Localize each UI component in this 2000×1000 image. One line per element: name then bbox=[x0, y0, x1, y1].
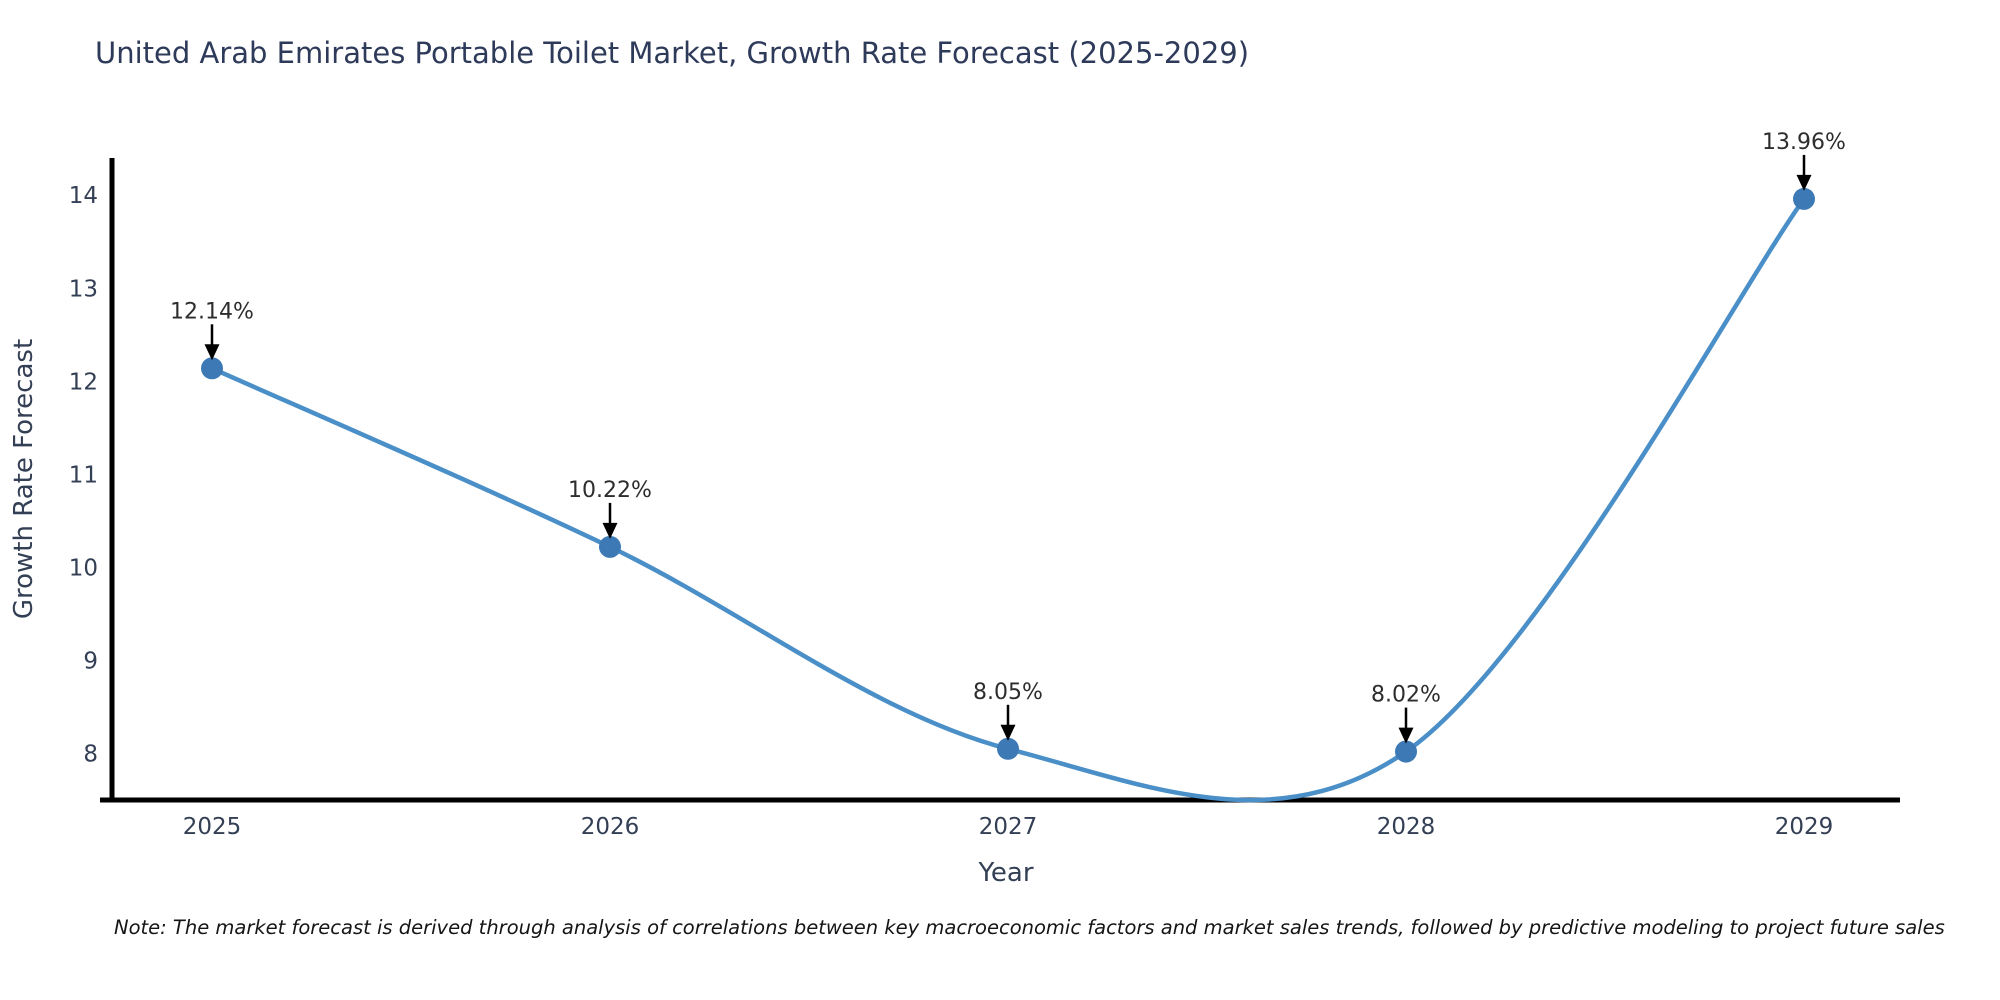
data-point-label: 13.96% bbox=[1762, 130, 1846, 155]
y-tick-label: 11 bbox=[69, 462, 98, 488]
data-point-label: 10.22% bbox=[568, 478, 652, 503]
annotation-arrow-head bbox=[1796, 174, 1812, 191]
y-tick-label: 10 bbox=[69, 555, 98, 581]
y-tick-label: 14 bbox=[69, 183, 98, 209]
y-tick-label: 9 bbox=[83, 648, 98, 674]
annotation-arrow-head bbox=[602, 522, 618, 539]
annotation-arrow-head bbox=[1398, 727, 1414, 744]
data-point-label: 8.05% bbox=[973, 680, 1043, 705]
x-tick-label: 2026 bbox=[581, 814, 640, 840]
data-point-label: 12.14% bbox=[170, 299, 254, 324]
x-tick-label: 2025 bbox=[183, 814, 242, 840]
y-tick-label: 8 bbox=[83, 741, 98, 767]
annotation-arrow-head bbox=[1000, 724, 1016, 741]
data-point-label: 8.02% bbox=[1371, 683, 1441, 708]
data-point-marker bbox=[1395, 740, 1417, 763]
chart-title: United Arab Emirates Portable Toilet Mar… bbox=[95, 36, 1250, 70]
x-tick-label: 2028 bbox=[1377, 814, 1436, 840]
y-tick-label: 12 bbox=[69, 369, 98, 395]
data-point-marker bbox=[599, 535, 621, 558]
data-point-marker bbox=[997, 737, 1019, 760]
x-tick-label: 2027 bbox=[979, 814, 1038, 840]
forecast-line bbox=[209, 196, 1807, 803]
x-axis-title: Year bbox=[977, 858, 1033, 888]
data-point-marker bbox=[1793, 187, 1815, 210]
y-tick-label: 13 bbox=[69, 276, 98, 302]
annotation-arrow-head bbox=[204, 344, 220, 361]
footnote: Note: The market forecast is derived thr… bbox=[114, 916, 1945, 939]
data-point-marker bbox=[201, 357, 223, 380]
y-axis-title: Growth Rate Forecast bbox=[9, 339, 39, 619]
x-tick-label: 2029 bbox=[1775, 814, 1834, 840]
